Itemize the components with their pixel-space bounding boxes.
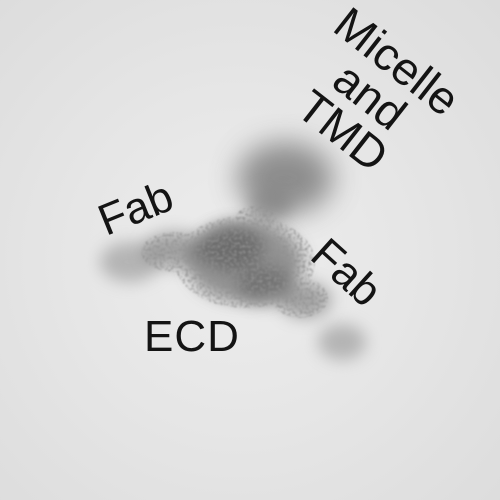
- micelle-density: [237, 142, 333, 221]
- particle-texture: [141, 206, 328, 318]
- ecd-label: ECD: [144, 312, 240, 361]
